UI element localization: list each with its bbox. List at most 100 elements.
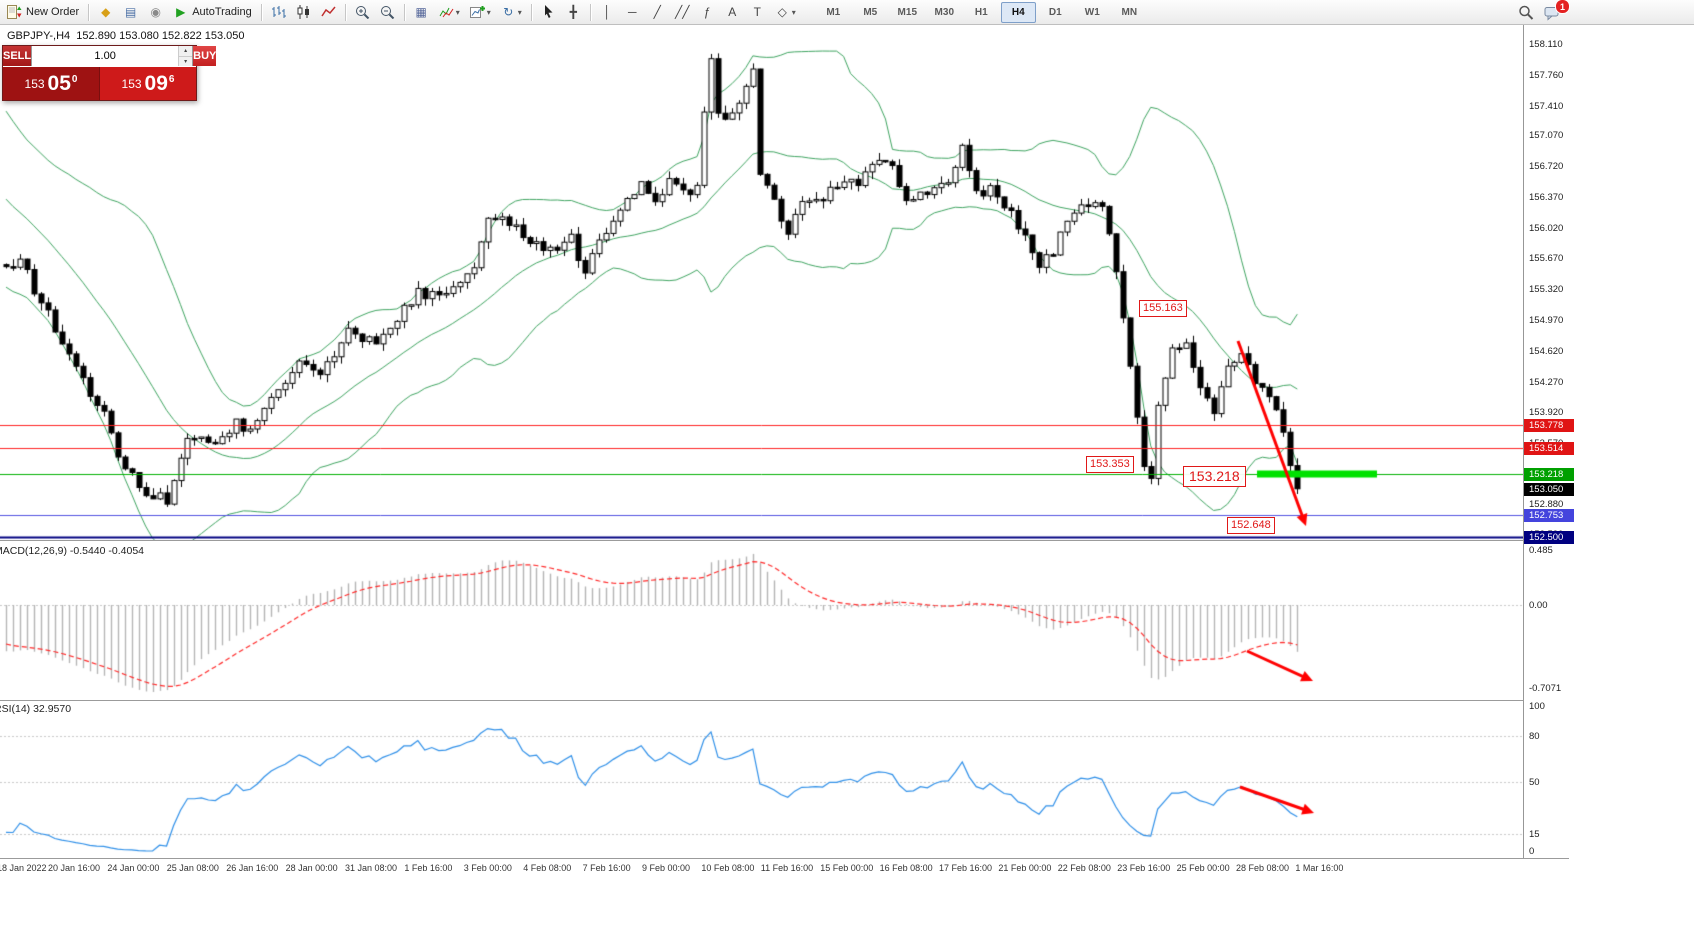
- time-axis-label: 26 Jan 16:00: [226, 863, 279, 873]
- text-label-icon: T: [753, 5, 761, 19]
- text-button[interactable]: A: [721, 1, 744, 23]
- price-annotation[interactable]: 152.648: [1227, 517, 1275, 534]
- timeframe-mn[interactable]: MN: [1121, 6, 1138, 18]
- crosshair-icon: ╋: [569, 5, 577, 19]
- panel-separator[interactable]: [0, 700, 1569, 701]
- price-tag: 153.778: [1524, 418, 1574, 432]
- timeframe-h4[interactable]: H4: [1000, 1, 1036, 23]
- price-tag: 153.050: [1524, 482, 1574, 496]
- trade-panel-prices: 153 05 0 153 09 6: [3, 67, 196, 100]
- volume-increase-button[interactable]: ▴: [179, 46, 193, 57]
- price-tag: 153.218: [1524, 468, 1574, 481]
- volume-input[interactable]: [32, 46, 179, 66]
- community-button[interactable]: ◉: [144, 1, 167, 23]
- channel-icon: ╱╱: [675, 5, 690, 19]
- timeframe-m15[interactable]: M15: [897, 6, 917, 18]
- time-axis-label: 28 Feb 08:00: [1236, 863, 1290, 873]
- zoom-in-icon: [355, 5, 370, 19]
- notifications-button[interactable]: 1: [1540, 0, 1570, 24]
- line-chart-icon: [321, 5, 336, 19]
- dropdown-arrow-icon: ▾: [455, 7, 460, 17]
- crosshair-button[interactable]: ╋: [562, 1, 585, 23]
- vertical-line-button[interactable]: │: [596, 1, 619, 23]
- channel-button[interactable]: ╱╱: [671, 1, 694, 23]
- time-axis-label: 25 Jan 08:00: [166, 863, 219, 873]
- time-axis-label: 31 Jan 08:00: [345, 863, 398, 873]
- vertical-line-icon: │: [603, 5, 612, 19]
- timeframe-m30[interactable]: M30: [934, 6, 954, 18]
- new-chart-button[interactable]: ▾: [466, 1, 495, 23]
- timeframe-m5[interactable]: M5: [863, 6, 878, 18]
- time-axis-label: 23 Feb 16:00: [1117, 863, 1171, 873]
- new-order-button[interactable]: New Order: [3, 1, 83, 23]
- candlestick-chart-button[interactable]: [292, 1, 315, 23]
- time-axis[interactable]: 18 Jan 2022 20 Jan 16:00 24 Jan 00:00 25 Ja…: [0, 859, 1523, 876]
- time-axis-label: 20 Jan 16:00: [48, 863, 101, 873]
- profiles-icon: ↻: [503, 5, 514, 19]
- sell-price-big: 05: [47, 71, 71, 95]
- toolbar-buttons: New Order ◆ ▤ ◉ ▶ AutoTrading ▦ ▾ ▾ ↻ ▾ ╋ │ ─ ╱ ╱╱ ƒ A T ◇ ▾: [2, 1, 801, 23]
- line-chart-button[interactable]: [317, 1, 340, 23]
- toolbar-separator: [530, 3, 532, 21]
- rsi-scale-label: 80: [1529, 731, 1540, 743]
- volume-decrease-button[interactable]: ▾: [179, 56, 193, 66]
- panel-separator[interactable]: [0, 540, 1569, 541]
- time-axis-label: 15 Feb 00:00: [820, 863, 874, 873]
- price-axis-tick: 158.110: [1529, 39, 1563, 50]
- sell-price[interactable]: 153 05 0: [3, 67, 100, 100]
- market-watch-button[interactable]: ▤: [119, 1, 142, 23]
- main-toolbar: New Order ◆ ▤ ◉ ▶ AutoTrading ▦ ▾ ▾ ↻ ▾ ╋ │ ─ ╱ ╱╱ ƒ A T ◇ ▾…: [0, 0, 1694, 25]
- indicators-icon: [439, 5, 454, 19]
- price-annotation[interactable]: 153.218: [1183, 466, 1246, 487]
- time-axis-label: 17 Feb 16:00: [939, 863, 993, 873]
- candlestick-chart-icon: [296, 5, 311, 19]
- dropdown-arrow-icon: ▾: [791, 7, 796, 17]
- horizontal-line-button[interactable]: ─: [621, 1, 644, 23]
- main-chart-canvas[interactable]: [0, 24, 1523, 858]
- profiles-button[interactable]: ↻ ▾: [497, 1, 526, 23]
- time-axis-label: 4 Feb 08:00: [523, 863, 572, 873]
- toolbar-separator: [88, 3, 90, 21]
- buy-price-base: 153: [121, 76, 142, 91]
- zoom-in-button[interactable]: [351, 1, 374, 23]
- buy-price[interactable]: 153 09 6: [100, 67, 196, 100]
- new-chart-icon: [469, 5, 485, 19]
- community-icon: ◉: [150, 5, 161, 19]
- search-icon: [1518, 5, 1534, 21]
- timeframe-m1[interactable]: M1: [826, 6, 841, 18]
- timeframe-group: M1 M5 M15 M30 H1 H4 D1 W1 MN: [815, 1, 1148, 23]
- price-axis[interactable]: 158.110 157.760 157.410 157.070 156.720 156.3…: [1523, 24, 1574, 858]
- time-axis-label: 3 Feb 00:00: [463, 863, 512, 873]
- price-annotation[interactable]: 153.353: [1086, 456, 1134, 473]
- buy-button[interactable]: BUY: [193, 46, 217, 66]
- volume-spinner: ▴ ▾: [178, 46, 193, 66]
- fibonacci-button[interactable]: ƒ: [696, 1, 719, 23]
- search-button[interactable]: [1514, 2, 1538, 24]
- bar-chart-button[interactable]: [267, 1, 290, 23]
- time-axis-label: 11 Feb 16:00: [760, 863, 814, 873]
- cursor-button[interactable]: [537, 1, 560, 23]
- panel-separator[interactable]: [0, 858, 1569, 859]
- cursor-icon: [541, 5, 556, 19]
- sell-price-sup: 0: [71, 73, 78, 85]
- price-annotation[interactable]: 155.163: [1139, 300, 1187, 317]
- price-axis-tick: 157.070: [1529, 130, 1564, 142]
- autotrading-button[interactable]: ▶ AutoTrading: [169, 1, 256, 23]
- text-label-button[interactable]: T: [746, 1, 769, 23]
- rsi-indicator-label: RSI(14) 32.9570: [0, 703, 72, 715]
- price-axis-tick: 154.620: [1529, 345, 1564, 357]
- time-axis-label: 10 Feb 08:00: [701, 863, 755, 873]
- sell-button[interactable]: SELL: [3, 46, 32, 66]
- macd-scale-label: -0.7071: [1529, 683, 1562, 694]
- timeframe-h1[interactable]: H1: [974, 6, 988, 18]
- timeframe-w1[interactable]: W1: [1084, 6, 1100, 18]
- timeframe-d1[interactable]: D1: [1048, 6, 1062, 18]
- tile-windows-button[interactable]: ▦: [410, 1, 433, 23]
- zoom-out-button[interactable]: [376, 1, 399, 23]
- trendline-button[interactable]: ╱: [646, 1, 669, 23]
- indicators-button[interactable]: ▾: [435, 1, 464, 23]
- shapes-button[interactable]: ◇ ▾: [771, 1, 800, 23]
- trade-panel-header: SELL ▴ ▾ BUY: [3, 46, 217, 67]
- metaeditor-button[interactable]: ◆: [94, 1, 117, 23]
- chart-window: GBPJPY-,H4 152.890 153.080 152.822 153.0…: [0, 24, 1694, 941]
